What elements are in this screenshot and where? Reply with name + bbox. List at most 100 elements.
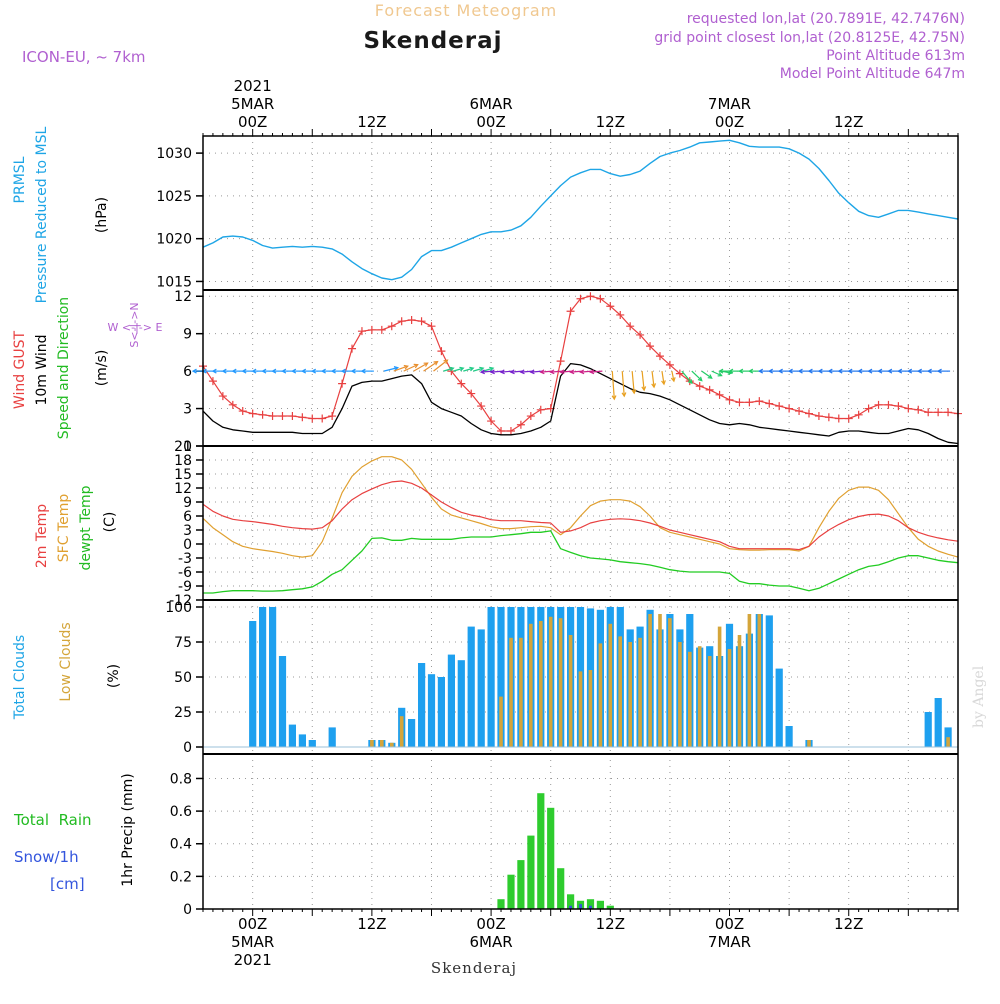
wind-arrow-head bbox=[661, 380, 666, 386]
wind-arrow-head bbox=[509, 369, 515, 375]
low-cloud-bar bbox=[588, 670, 593, 747]
plot-frame bbox=[202, 135, 959, 910]
wind-arrow-head bbox=[621, 392, 627, 398]
grid-point-coords: grid point closest lon,lat (20.8125E, 42… bbox=[654, 30, 965, 46]
pressure-tick-label: 1025 bbox=[156, 189, 192, 205]
gust-marker bbox=[248, 409, 257, 418]
wind-direction-arrow bbox=[570, 370, 583, 373]
temp-sfc-label: SFC Temp bbox=[56, 494, 72, 563]
gust-marker bbox=[407, 315, 416, 324]
temperature-tick-label: 0 bbox=[183, 537, 192, 553]
gust-marker bbox=[218, 392, 227, 401]
wind-arrow-head bbox=[251, 368, 257, 374]
wind-arrow-head bbox=[479, 369, 485, 375]
wind-arrow-head bbox=[707, 374, 713, 379]
gust-marker bbox=[238, 407, 247, 416]
wind-arrow-head bbox=[350, 368, 356, 374]
gust-marker bbox=[874, 400, 883, 409]
rain-bar bbox=[557, 868, 565, 909]
low-cloud-bar bbox=[757, 614, 762, 747]
wind-direction-arrow bbox=[681, 370, 693, 384]
gust-marker bbox=[566, 307, 575, 316]
total-cloud-bar bbox=[497, 607, 505, 747]
bottom-time-label: 00Z bbox=[715, 915, 744, 933]
wind-arrow-head bbox=[459, 366, 465, 372]
data-layer bbox=[191, 139, 962, 910]
wind-direction-arrow bbox=[403, 364, 418, 372]
top-time-label: 12Z bbox=[596, 113, 625, 131]
gust-marker bbox=[785, 404, 794, 413]
wind-arrow-head bbox=[499, 369, 505, 375]
wind-direction-arrow bbox=[560, 370, 573, 373]
gust-marker bbox=[844, 414, 853, 423]
gust-marker bbox=[626, 322, 635, 331]
gust-marker bbox=[427, 322, 436, 331]
wind-direction-arrow bbox=[510, 370, 523, 373]
gust-marker bbox=[288, 412, 297, 421]
gust-marker bbox=[268, 412, 277, 421]
wind-arrow-head bbox=[897, 368, 903, 374]
bottom-time-label: 12Z bbox=[357, 915, 386, 933]
gust-marker bbox=[586, 292, 595, 301]
gust-marker bbox=[705, 385, 714, 394]
rain-bar bbox=[527, 835, 535, 909]
wind-direction-arrow bbox=[463, 367, 474, 372]
wind-arrow-head bbox=[423, 362, 429, 367]
wind-arrow-head bbox=[877, 368, 883, 374]
pressure-unit: (hPa) bbox=[94, 197, 110, 233]
gust-marker bbox=[904, 404, 913, 413]
wind-arrow-head bbox=[926, 368, 932, 374]
gust-marker bbox=[884, 400, 893, 409]
clouds-total-label: Total Clouds bbox=[12, 635, 28, 720]
gust-marker bbox=[914, 405, 923, 414]
gust-marker bbox=[526, 412, 535, 421]
total-cloud-bar bbox=[437, 677, 445, 747]
low-cloud-bar bbox=[688, 651, 692, 747]
wind-direction-arrow bbox=[473, 367, 484, 372]
low-cloud-bar bbox=[608, 623, 613, 747]
wind-direction-arrow bbox=[393, 365, 408, 372]
gust-marker bbox=[924, 408, 933, 417]
location-title: Skenderaj bbox=[363, 28, 502, 54]
gust-marker bbox=[864, 404, 873, 413]
rain-bar bbox=[517, 860, 525, 909]
gust-marker bbox=[576, 294, 585, 303]
top-time-label: 7MAR bbox=[708, 95, 751, 113]
wind-arrow-head bbox=[519, 369, 525, 375]
wind-tick-label: 0 bbox=[183, 439, 192, 455]
wind-direction-arrow bbox=[611, 371, 615, 400]
total-cloud-bar bbox=[259, 607, 267, 747]
gust-marker bbox=[616, 310, 625, 319]
wind-arrow-head bbox=[907, 368, 913, 374]
gust-marker bbox=[725, 395, 734, 404]
compass-sn: S<-|->N bbox=[128, 302, 141, 347]
gust-marker bbox=[636, 330, 645, 339]
precip-tick-label: 0.6 bbox=[170, 804, 192, 820]
wind-arrow-head bbox=[697, 376, 703, 382]
wind-arrow-head bbox=[631, 389, 637, 395]
low-cloud-bar bbox=[727, 649, 732, 747]
total-cloud-bar bbox=[457, 660, 465, 747]
wind-arrow-head bbox=[827, 368, 833, 374]
rain-bar bbox=[497, 899, 505, 909]
wind-arrow-head bbox=[469, 366, 475, 372]
gust-marker bbox=[665, 360, 674, 369]
gust-marker bbox=[516, 420, 525, 429]
temp-dewpt-label: dewpt Temp bbox=[78, 485, 94, 570]
gust-marker bbox=[765, 399, 774, 408]
top-time-label: 00Z bbox=[715, 113, 744, 131]
wind-direction-arrow bbox=[621, 371, 625, 397]
wind-arrow-head bbox=[589, 369, 595, 375]
gust-line bbox=[202, 295, 959, 432]
low-cloud-bar bbox=[548, 616, 553, 747]
gust-marker bbox=[655, 352, 664, 361]
model-name: ICON-EU, ~ 7km bbox=[22, 48, 146, 66]
low-cloud-bar bbox=[648, 614, 652, 747]
wind-arrow-head bbox=[817, 368, 823, 374]
wind-arrow-head bbox=[433, 360, 439, 366]
gust-marker bbox=[735, 398, 744, 407]
low-cloud-bar bbox=[807, 740, 811, 747]
low-cloud-bar bbox=[509, 637, 513, 747]
